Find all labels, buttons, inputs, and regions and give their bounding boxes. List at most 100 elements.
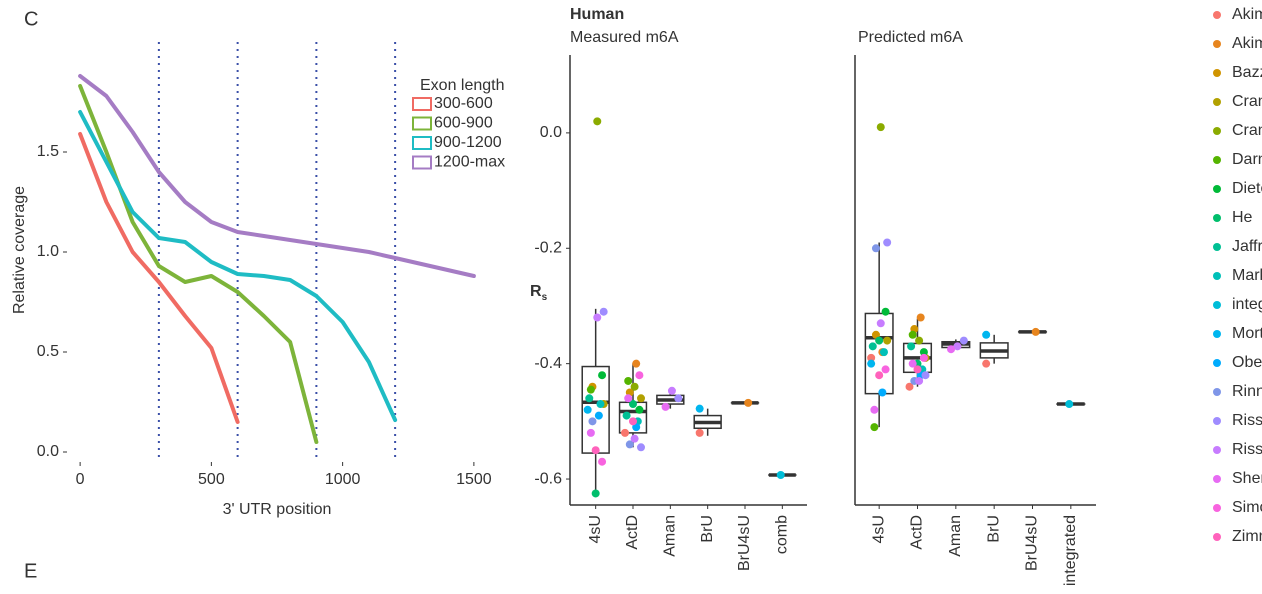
data-point <box>876 319 885 328</box>
data-point <box>907 342 916 351</box>
data-point <box>868 342 877 351</box>
data-point <box>908 359 917 368</box>
legend-marker <box>1213 359 1221 367</box>
data-point <box>953 342 962 351</box>
x-tick-label: 0 <box>76 471 85 488</box>
line-series <box>78 132 240 424</box>
data-point <box>583 405 592 414</box>
x-tick-label: BrU <box>985 515 1002 543</box>
legend-label: Rissland <box>1232 412 1262 429</box>
data-point <box>881 307 890 316</box>
panel-label: C <box>24 8 38 30</box>
legend-marker <box>1213 214 1221 222</box>
x-tick-label: comb <box>774 515 791 554</box>
legend-label: Marks <box>1232 267 1262 284</box>
data-point <box>982 359 991 368</box>
legend-label: Akimitsu <box>1232 6 1262 23</box>
x-tick-label: 4sU <box>587 515 604 543</box>
x-tick-label: Aman <box>662 515 679 557</box>
x-tick-label: integrated <box>1062 515 1079 586</box>
x-tick-label: BrU4sU <box>736 515 753 571</box>
data-point <box>879 348 888 357</box>
data-point <box>695 428 704 437</box>
y-axis-label: Relative coverage <box>11 186 28 314</box>
data-point <box>625 440 634 449</box>
line-series <box>78 110 398 422</box>
x-tick-label: 1500 <box>456 471 492 488</box>
data-point <box>870 423 879 432</box>
y-tick-label: 0.5 <box>37 343 59 360</box>
y-axis-label-main: R <box>530 283 542 300</box>
data-point <box>667 386 676 395</box>
data-point <box>661 402 670 411</box>
y-tick-label: -0.4 <box>534 355 562 372</box>
data-point <box>867 353 876 362</box>
data-point <box>598 371 607 380</box>
legend-label: Simon <box>1232 499 1262 516</box>
data-point <box>622 411 631 420</box>
x-tick-label: BrU <box>699 515 716 543</box>
legend-label: Rissland2 <box>1232 441 1262 458</box>
data-point <box>915 336 924 345</box>
x-tick-label: 500 <box>198 471 225 488</box>
data-point <box>593 117 602 126</box>
data-point <box>593 313 602 322</box>
data-point <box>637 443 645 452</box>
legend-label: He <box>1232 209 1253 226</box>
data-point <box>598 457 607 466</box>
data-point <box>630 382 639 391</box>
data-point <box>591 489 600 498</box>
data-point <box>621 428 629 437</box>
data-point <box>596 400 605 409</box>
data-point <box>982 330 991 339</box>
data-point <box>959 336 968 345</box>
data-point <box>883 336 892 345</box>
data-point <box>674 394 683 403</box>
legend-marker <box>1213 330 1221 338</box>
data-point <box>913 365 922 374</box>
legend-label: Shendure <box>1232 470 1262 487</box>
data-point <box>588 417 597 426</box>
x-tick-label: 1000 <box>325 471 361 488</box>
y-axis-label: Rs <box>530 283 548 302</box>
y-axis-label-sub: s <box>542 292 548 303</box>
legend-label: integrated <box>1232 296 1262 313</box>
x-tick-label: Aman <box>947 515 964 557</box>
legend-marker <box>1213 475 1221 483</box>
data-point <box>637 394 645 403</box>
data-point <box>875 371 884 380</box>
x-tick-label: BrU4sU <box>1024 515 1041 571</box>
legend-marker <box>1213 388 1221 396</box>
data-point <box>867 359 876 368</box>
data-point <box>1065 400 1074 409</box>
data-point <box>916 313 925 322</box>
data-point <box>878 388 887 397</box>
data-point <box>586 428 595 437</box>
legend-label: Zimmer <box>1232 528 1262 545</box>
data-point <box>870 405 879 414</box>
data-point <box>586 385 595 394</box>
line-series <box>78 84 319 444</box>
legend-label: Rinn <box>1232 383 1262 400</box>
x-axis-label: 3' UTR position <box>223 501 332 518</box>
data-point <box>599 307 608 316</box>
legend-marker <box>1213 243 1221 251</box>
data-point <box>744 398 753 407</box>
y-tick-label: -0.2 <box>534 239 562 256</box>
data-point <box>624 376 633 385</box>
data-point <box>876 123 885 132</box>
data-point <box>594 411 603 420</box>
legend-marker <box>1213 127 1221 135</box>
data-point <box>919 348 928 357</box>
legend-label: 300-600 <box>434 95 493 112</box>
line-series <box>78 74 476 278</box>
legend-label: Mortazavi <box>1232 325 1262 342</box>
legend-label: 900-1200 <box>434 134 502 151</box>
legend-title: Exon length <box>420 77 505 94</box>
data-point <box>632 359 641 368</box>
legend-marker <box>1213 98 1221 106</box>
legend-swatch <box>412 97 432 111</box>
legend-label: Bazzini <box>1232 64 1262 81</box>
legend-label: 1200-max <box>434 154 505 171</box>
